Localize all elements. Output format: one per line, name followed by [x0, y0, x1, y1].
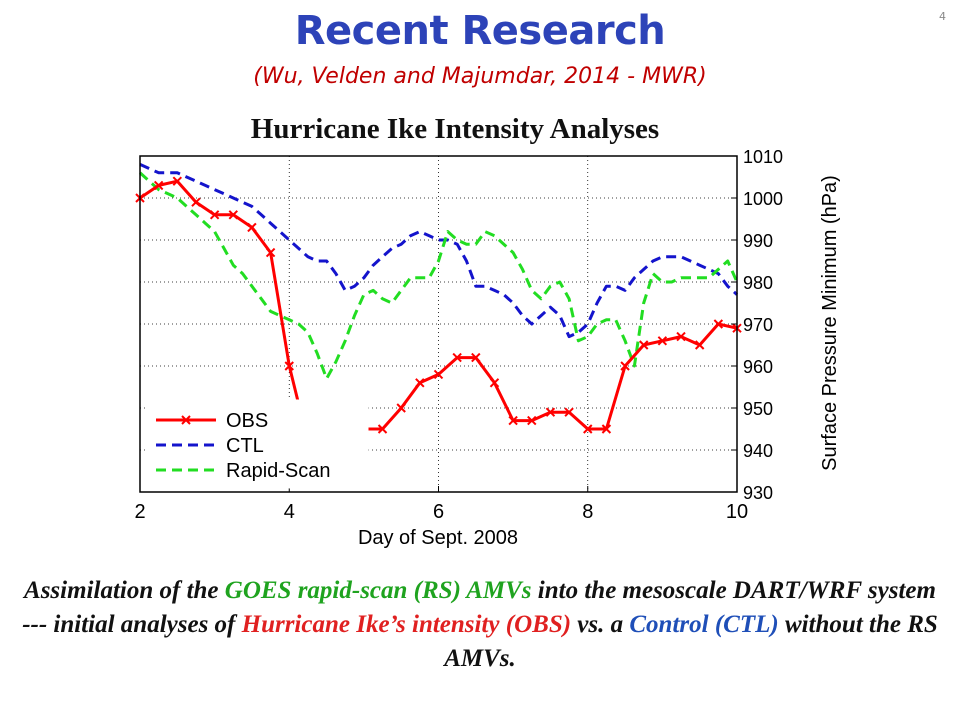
series-line-rapid-scan: [138, 171, 739, 381]
data-point-obs: [191, 197, 201, 207]
data-point-obs: [153, 180, 164, 191]
y-tick-label: 960: [743, 357, 773, 377]
legend-label-ctl: CTL: [226, 435, 264, 457]
x-tick-label: 8: [582, 501, 593, 523]
caption-text-4: without the RS AMVs.: [444, 611, 938, 672]
caption-text-2: into the mesoscale DART/WRF system --- i…: [22, 577, 936, 638]
caption-ike-intensity: Hurricane Ike’s intensity (OBS): [241, 611, 572, 638]
data-point-obs: [489, 378, 500, 388]
x-axis-label: Day of Sept. 2008: [358, 527, 518, 549]
data-point-obs: [471, 352, 481, 363]
series-line-ctl: [139, 163, 739, 339]
caption-text-3: vs. a: [571, 611, 630, 638]
data-point-obs: [527, 415, 537, 426]
data-point-obs: [508, 415, 518, 426]
x-tick-label: 4: [284, 501, 295, 523]
data-point-obs: [639, 340, 649, 350]
legend-label-rapid-scan: Rapid-Scan: [226, 460, 331, 482]
data-point-obs: [209, 210, 220, 220]
legend: OBS CTL Rapid-Scan: [147, 399, 369, 489]
x-tick-label: 10: [726, 501, 748, 523]
data-point-obs: [433, 369, 444, 380]
caption-text-1: Assimilation of the: [24, 577, 225, 604]
y-tick-label: 980: [743, 273, 773, 293]
x-tick-label: 2: [134, 501, 145, 523]
page-number: 4: [939, 10, 946, 23]
y-axis-label: Surface Pressure Minimum (hPa): [819, 175, 841, 471]
slide-subtitle: (Wu, Velden and Majumdar, 2014 - MWR): [253, 64, 707, 89]
intensity-chart: Hurricane Ike Intensity Analyses 2 4 6 8 109…: [134, 113, 841, 549]
caption-rs-amvs: GOES rapid-scan (RS) AMVs: [224, 577, 532, 604]
data-point-obs: [545, 407, 556, 417]
data-point-obs: [583, 424, 593, 434]
data-point-obs: [657, 336, 668, 346]
data-point-obs: [452, 352, 462, 363]
y-tick-label: 970: [743, 315, 773, 335]
y-tick-label: 1000: [743, 189, 783, 209]
legend-box: [147, 399, 369, 489]
y-tick-label: 940: [743, 441, 773, 461]
caption-control: Control (CTL): [629, 611, 779, 638]
y-tick-label: 990: [743, 231, 773, 251]
slide-title: Recent Research: [294, 8, 666, 54]
data-point-obs: [564, 407, 574, 417]
data-point-obs: [713, 319, 724, 329]
data-point-obs: [601, 424, 612, 434]
data-point-obs: [172, 176, 183, 186]
data-point-obs: [694, 340, 705, 350]
x-tick-label: 6: [433, 501, 444, 523]
data-point-obs: [396, 403, 406, 413]
y-tick-label: 950: [743, 399, 773, 419]
y-tick-label: 930: [743, 483, 773, 503]
data-point-obs: [620, 361, 630, 371]
data-point-obs: [228, 210, 238, 220]
data-point-obs: [284, 361, 294, 371]
data-point-obs: [415, 378, 425, 388]
data-point-obs: [247, 222, 257, 233]
slide-caption: Assimilation of the GOES rapid-scan (RS)…: [20, 574, 940, 676]
chart-title: Hurricane Ike Intensity Analyses: [251, 113, 659, 145]
data-point-obs: [265, 247, 276, 258]
data-point-obs: [676, 331, 686, 342]
y-tick-label: 1010: [743, 147, 783, 167]
data-point-obs: [377, 424, 388, 434]
legend-label-obs: OBS: [226, 410, 268, 432]
legend-marker-obs: [181, 415, 191, 425]
